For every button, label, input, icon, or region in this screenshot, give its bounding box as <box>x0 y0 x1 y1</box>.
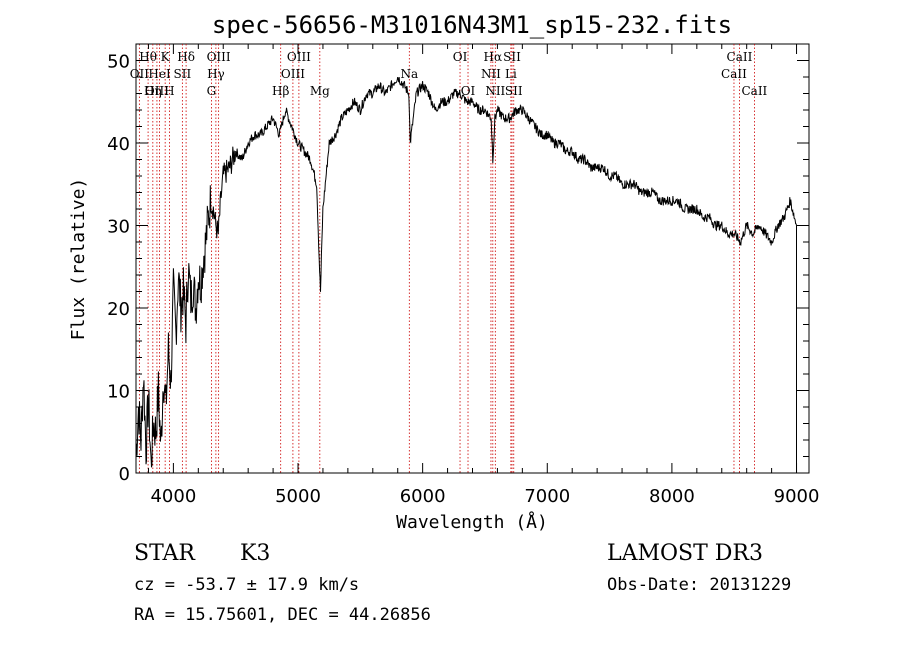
spectral-line-label: Na <box>400 67 418 81</box>
y-axis-label: Flux (relative) <box>68 178 89 341</box>
spectrum-line <box>135 76 797 473</box>
object-subclass: K3 <box>240 541 270 566</box>
spectral-line-label: Hθ <box>139 50 157 64</box>
x-tick-label: 4000 <box>150 486 196 507</box>
spectral-line-label: NII <box>485 84 505 98</box>
spectrum-series <box>135 76 797 473</box>
spectral-line-label: OIII <box>145 84 169 98</box>
spectral-line-label: OIII <box>287 50 311 64</box>
spectral-line-label: Hβ <box>272 84 289 98</box>
y-tick-label: 20 <box>107 299 130 320</box>
spectral-line-label: OIII <box>207 50 231 64</box>
spectral-line-label: SII <box>505 84 523 98</box>
x-tick-label: 8000 <box>649 486 695 507</box>
redshift-info: cz = -53.7 ± 17.9 km/s <box>134 575 359 595</box>
obs-date: Obs-Date: 20131229 <box>607 575 791 595</box>
spectral-line-label: Mg <box>310 84 330 98</box>
spectral-line-label: H <box>164 84 174 98</box>
coordinates: RA = 15.75601, DEC = 44.26856 <box>134 605 431 625</box>
chart-title: spec-56656-M31016N43M1_sp15-232.fits <box>212 11 732 39</box>
spectral-line-label: Hδ <box>177 50 195 64</box>
y-tick-label: 50 <box>107 52 130 73</box>
spectral-line-label: OI <box>453 50 468 64</box>
survey-name: LAMOST DR3 <box>607 541 763 566</box>
x-tick-label: 5000 <box>275 486 321 507</box>
spectral-line-label: HeI <box>148 67 171 81</box>
spectral-line-label: CaII <box>741 84 767 98</box>
spectral-line-label: NII <box>481 67 501 81</box>
spectral-line-label: Hα <box>484 50 503 64</box>
object-class: STAR <box>134 541 196 566</box>
x-tick-label: 6000 <box>400 486 446 507</box>
plot-frame <box>135 43 810 474</box>
spectral-line-label: G <box>207 84 217 98</box>
spectral-line-label: Li <box>505 67 517 81</box>
spectral-line-label: OI <box>461 84 476 98</box>
spectral-line-label: SII <box>174 67 192 81</box>
y-tick-label: 40 <box>107 134 130 155</box>
plot-area <box>135 43 810 474</box>
spectral-line-label: CaII <box>727 50 753 64</box>
y-tick-label: 30 <box>107 217 130 238</box>
spectral-line-label: Hγ <box>207 67 225 81</box>
x-tick-label: 9000 <box>774 486 820 507</box>
spectral-line-markers <box>138 44 755 473</box>
y-tick-label: 10 <box>107 382 130 403</box>
spectral-line-label: Hη <box>144 84 162 98</box>
spectral-line-label: OII <box>130 67 150 81</box>
spectral-line-label: OIII <box>281 67 305 81</box>
spectral-line-label: SII <box>503 50 521 64</box>
x-tick-label: 7000 <box>524 486 570 507</box>
y-tick-label: 0 <box>119 464 130 485</box>
spectral-line-label: CaII <box>721 67 747 81</box>
spectral-line-label: K <box>161 50 171 64</box>
x-axis-label: Wavelength (Å) <box>396 511 548 533</box>
axis-ticks: 4000 5000 6000 7000 8000 9000 0 10 20 30 40 50 <box>107 43 820 507</box>
